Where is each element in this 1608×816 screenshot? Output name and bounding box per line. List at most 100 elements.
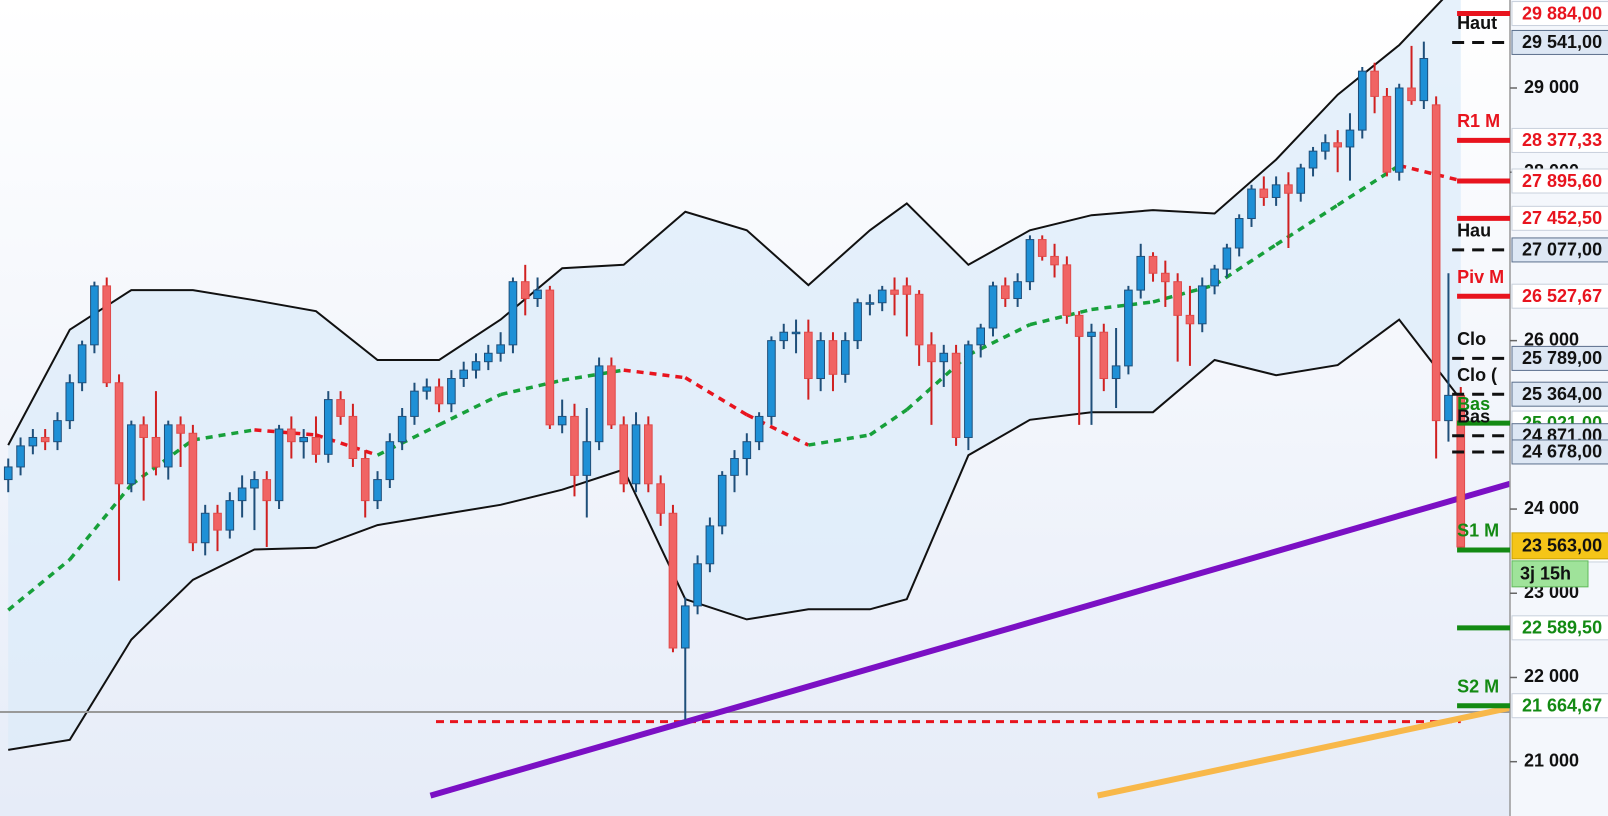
candle-body: [237, 487, 247, 502]
candle-body: [1444, 394, 1453, 422]
candle-body: [1111, 365, 1121, 380]
candle-body: [1431, 104, 1441, 422]
band-fill: [8, 0, 1461, 750]
moving-average: [192, 428, 255, 442]
candle-body: [1345, 129, 1355, 148]
level-label: 27 895,60: [1522, 171, 1602, 191]
candle-body: [1050, 255, 1059, 266]
moving-average: [7, 558, 71, 612]
candle-body: [163, 424, 173, 468]
candle-body: [1394, 87, 1404, 173]
level-label: 29 884,00: [1522, 3, 1602, 23]
candle-body: [1308, 150, 1318, 169]
candle-body: [644, 424, 653, 485]
candle-body: [816, 340, 825, 380]
candle-body: [471, 361, 481, 371]
level-box: [1511, 1, 1608, 27]
candle-body: [373, 479, 382, 502]
candle-body: [865, 302, 875, 305]
moving-average: [808, 433, 871, 447]
moving-average: [68, 483, 133, 561]
candle-body: [754, 415, 764, 443]
candle-body: [151, 436, 161, 468]
candle-body: [668, 512, 678, 649]
candle-body: [1124, 289, 1133, 367]
candle-body: [1037, 239, 1047, 257]
level-label: 24 678,00: [1522, 442, 1602, 462]
candle-body: [1148, 255, 1158, 274]
candle-body: [557, 415, 567, 426]
candle-body: [16, 445, 25, 468]
candle-body: [348, 415, 358, 460]
candle-body: [385, 441, 395, 481]
moving-average: [438, 392, 502, 427]
candle-body: [742, 441, 752, 460]
candle-body: [447, 378, 456, 405]
band-lower: [8, 318, 1462, 751]
candle-body: [176, 424, 185, 434]
level-box: [1511, 615, 1608, 641]
candle-body: [779, 331, 789, 342]
candle-body: [1173, 281, 1182, 316]
candle-body: [139, 424, 148, 438]
candle-body: [730, 458, 739, 476]
candle-body: [40, 436, 50, 443]
moving-average: [967, 323, 1031, 357]
level-name: Bas: [1457, 394, 1490, 414]
candle-body: [1259, 188, 1269, 198]
candle-body: [545, 289, 555, 426]
moving-average: [623, 368, 686, 380]
level-name: Clo: [1457, 329, 1486, 349]
trendline: [429, 480, 1511, 799]
moving-average: [376, 423, 440, 457]
level-name: Bas: [1457, 406, 1490, 426]
candle-body: [1197, 285, 1207, 325]
candle-body: [902, 285, 912, 295]
candle-body: [877, 289, 887, 304]
candle-body: [188, 432, 198, 544]
candle-body: [496, 344, 505, 354]
moving-average: [1029, 307, 1092, 327]
level-box: [1511, 439, 1608, 465]
candle-body: [77, 344, 87, 384]
candle-body: [3, 466, 13, 481]
candle-body: [200, 512, 210, 544]
moving-average: [1091, 300, 1154, 312]
candle-body: [323, 399, 333, 455]
moving-average: [561, 368, 625, 382]
level-box: [1511, 283, 1608, 309]
level-box: [1511, 29, 1608, 55]
candle-body: [890, 289, 899, 295]
candle-body: [1234, 218, 1244, 249]
level-name: S2 M: [1457, 676, 1499, 696]
candle-body: [533, 289, 542, 300]
candle-body: [914, 293, 924, 346]
candle-body: [1062, 264, 1072, 316]
candle-body: [693, 563, 702, 607]
candle-body: [1419, 58, 1429, 102]
level-label: 26 527,67: [1522, 286, 1602, 306]
level-box: [1511, 237, 1608, 263]
candle-body: [1087, 331, 1096, 337]
candle-body: [840, 340, 850, 375]
candle-body: [804, 331, 813, 380]
y-tick-label: 24 000: [1524, 498, 1579, 518]
y-tick-label: 29 000: [1524, 77, 1579, 97]
y-tick-label: 22 000: [1524, 666, 1579, 686]
candle-body: [422, 386, 432, 392]
candle-body: [397, 415, 407, 443]
candle-body: [1099, 331, 1109, 380]
level-label: 27 452,50: [1522, 208, 1602, 228]
candle-body: [1185, 314, 1195, 325]
candle-body: [1074, 314, 1084, 337]
candle-body: [656, 483, 665, 514]
candle-body: [927, 344, 936, 363]
candle-body: [939, 352, 949, 363]
candle-body: [988, 285, 998, 329]
level-box: [1511, 168, 1608, 194]
candle-body: [213, 512, 222, 531]
candle-body: [853, 302, 862, 342]
y-tick-label: 26 000: [1524, 329, 1579, 349]
candle-body: [1296, 167, 1306, 194]
candle-body: [1370, 70, 1379, 97]
